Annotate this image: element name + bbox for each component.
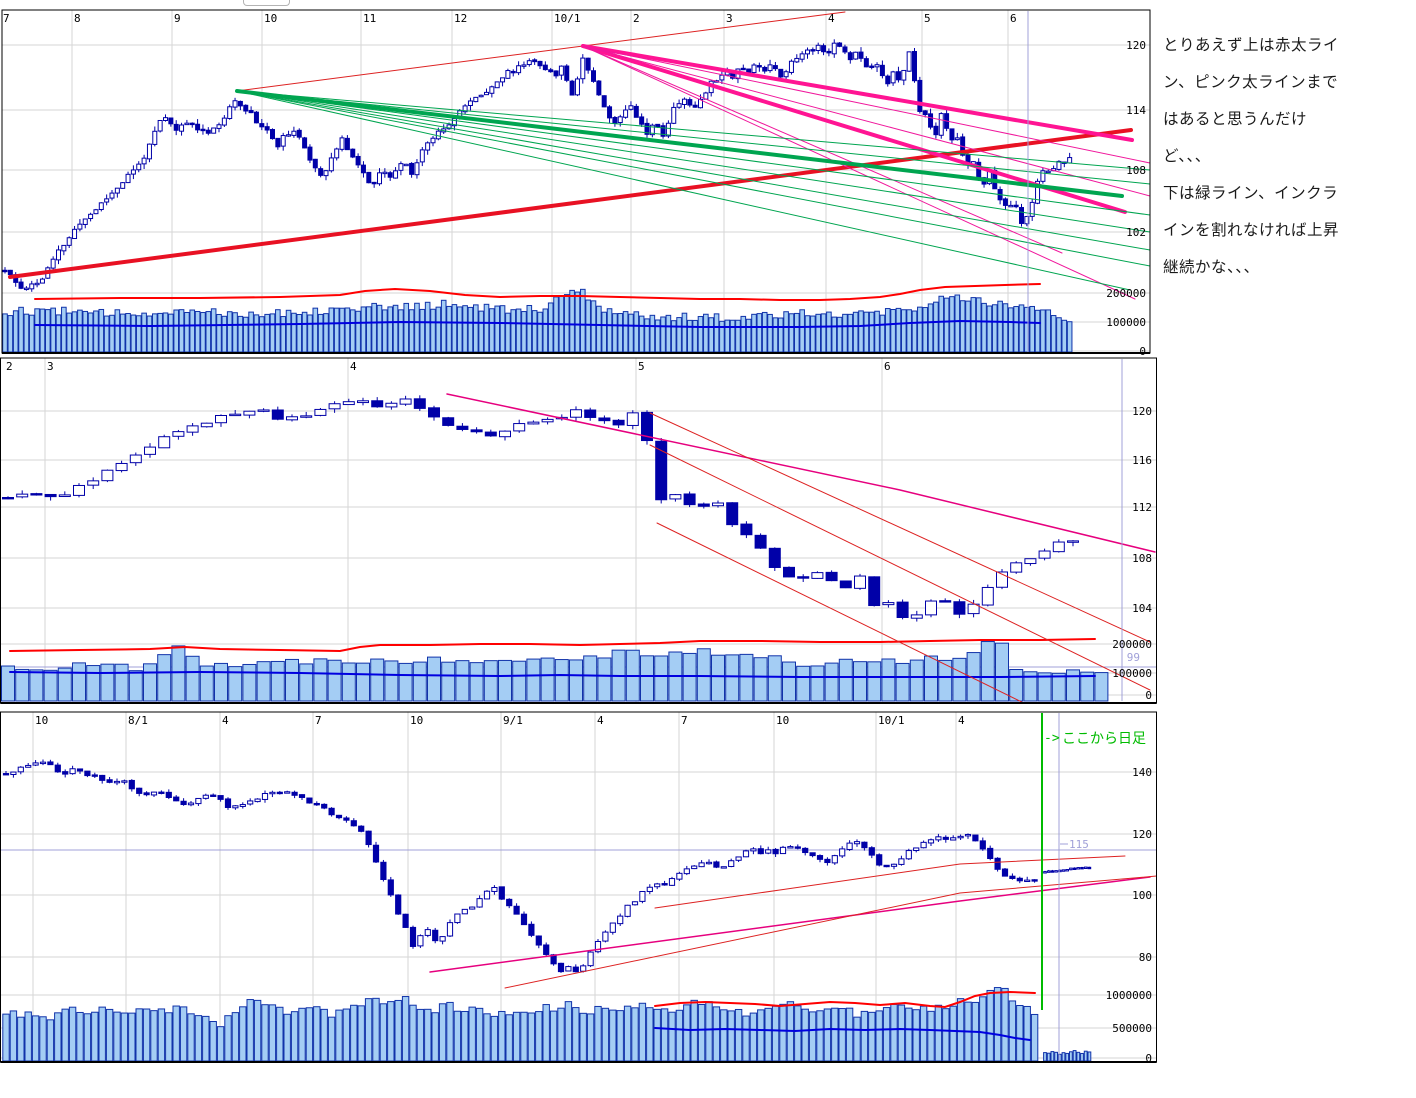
- annotation-line: ど、、、: [1163, 148, 1211, 165]
- svg-text:104: 104: [1132, 602, 1152, 615]
- svg-text:->: ->: [1044, 731, 1060, 746]
- svg-text:4: 4: [828, 12, 835, 25]
- annotation-line: ン、ピンク太ラインまで: [1163, 74, 1339, 91]
- svg-text:120: 120: [1132, 405, 1152, 418]
- annotation-line: 継続かな、、、: [1163, 259, 1260, 276]
- svg-text:9/1: 9/1: [503, 714, 523, 727]
- svg-text:7: 7: [681, 714, 688, 727]
- svg-text:4: 4: [597, 714, 604, 727]
- svg-text:120: 120: [1132, 828, 1152, 841]
- svg-text:80: 80: [1139, 951, 1152, 964]
- svg-text:10/1: 10/1: [554, 12, 581, 25]
- svg-text:7: 7: [3, 12, 10, 25]
- svg-text:4: 4: [958, 714, 965, 727]
- svg-text:9: 9: [174, 12, 181, 25]
- svg-text:102: 102: [1126, 226, 1146, 239]
- svg-text:5: 5: [924, 12, 931, 25]
- svg-text:99: 99: [1127, 651, 1140, 664]
- svg-text:12: 12: [454, 12, 467, 25]
- svg-text:108: 108: [1132, 552, 1152, 565]
- annotation-line: インを割れなければ上昇: [1163, 222, 1340, 239]
- svg-text:8/1: 8/1: [128, 714, 148, 727]
- svg-text:6: 6: [884, 360, 891, 373]
- svg-text:140: 140: [1132, 766, 1152, 779]
- svg-text:3: 3: [47, 360, 54, 373]
- annotation-note: とりあえず上は赤太ライ ン、ピンク太ラインまで はあると思うんだけ ど、、、 下…: [1163, 27, 1415, 286]
- svg-text:115: 115: [1069, 838, 1089, 851]
- svg-text:112: 112: [1132, 501, 1152, 514]
- svg-text:100: 100: [1132, 889, 1152, 902]
- svg-text:0: 0: [1139, 345, 1146, 358]
- svg-text:ここから日足: ここから日足: [1062, 731, 1146, 747]
- bottom-chart: 10 8/1 4 7 10 9/1 4 7 10 10/1 4 140 120 100 80 1000000 5…: [0, 711, 1157, 1065]
- svg-text:1000000: 1000000: [1106, 989, 1152, 1002]
- svg-text:2: 2: [6, 360, 13, 373]
- svg-text:200000: 200000: [1106, 287, 1146, 300]
- svg-text:0: 0: [1145, 689, 1152, 702]
- svg-text:10/1: 10/1: [878, 714, 905, 727]
- svg-text:11: 11: [363, 12, 376, 25]
- svg-text:8: 8: [74, 12, 81, 25]
- annotation-line: 下は緑ライン、インクラ: [1163, 185, 1339, 202]
- annotation-line: とりあえず上は赤太ライ: [1163, 37, 1340, 54]
- svg-text:10: 10: [410, 714, 423, 727]
- svg-text:0: 0: [1145, 1052, 1152, 1065]
- svg-text:10: 10: [776, 714, 789, 727]
- top-chart: 7 8 9 10 11 12 10/1 2 3 4 5 6 120 114 108 102 200000 1000…: [1, 9, 1151, 358]
- svg-text:114: 114: [1126, 104, 1146, 117]
- svg-text:2: 2: [633, 12, 640, 25]
- svg-text:5: 5: [638, 360, 645, 373]
- svg-text:10: 10: [35, 714, 48, 727]
- svg-text:4: 4: [350, 360, 357, 373]
- annotation-line: はあると思うんだけ: [1163, 111, 1308, 128]
- svg-text:120: 120: [1126, 39, 1146, 52]
- svg-text:100000: 100000: [1112, 667, 1152, 680]
- svg-text:500000: 500000: [1112, 1022, 1152, 1035]
- mid-chart: 2 3 4 5 6 120 116 112 108 104 200000 100000 0 99: [0, 357, 1157, 704]
- svg-text:3: 3: [726, 12, 733, 25]
- svg-text:10: 10: [264, 12, 277, 25]
- svg-text:7: 7: [315, 714, 322, 727]
- svg-text:116: 116: [1132, 454, 1152, 467]
- svg-text:108: 108: [1126, 164, 1146, 177]
- svg-text:4: 4: [222, 714, 229, 727]
- svg-text:200000: 200000: [1112, 638, 1152, 651]
- svg-text:100000: 100000: [1106, 316, 1146, 329]
- svg-text:6: 6: [1010, 12, 1017, 25]
- toolbar-fragment: [243, 0, 290, 6]
